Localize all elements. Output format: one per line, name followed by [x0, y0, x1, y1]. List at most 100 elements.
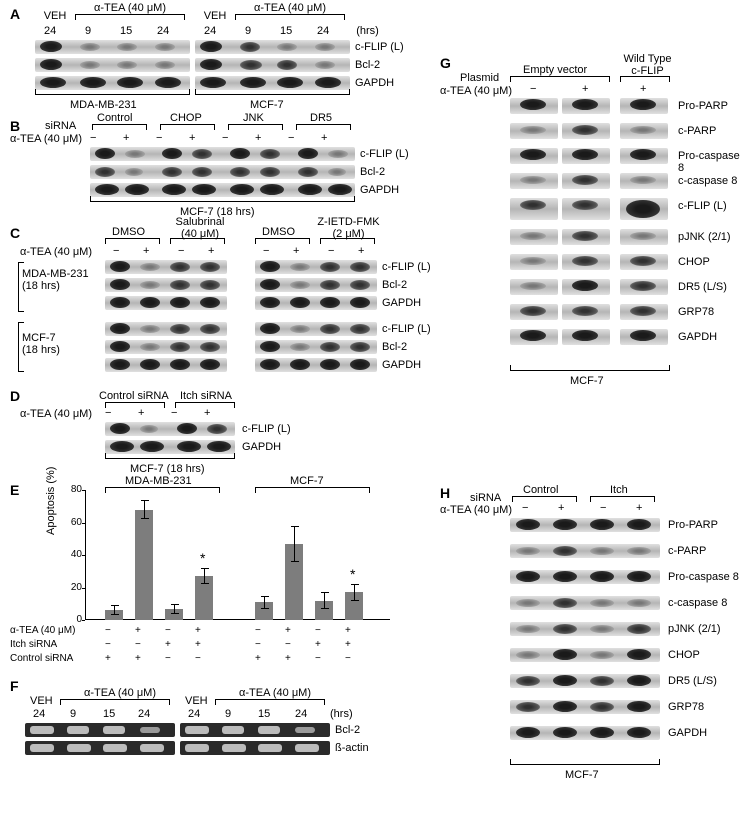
blot-lane: [510, 329, 558, 345]
cell-label: MCF-7 (18 hrs): [22, 332, 60, 356]
error-bar: [114, 605, 115, 615]
blot-lane: [510, 229, 558, 245]
blot-lane: [510, 98, 558, 114]
sign: −: [171, 407, 177, 419]
blot-lane: [195, 76, 350, 90]
blot-lane: [105, 340, 227, 354]
matrix-sign: −: [255, 639, 261, 650]
matrix-sign: +: [345, 639, 351, 650]
blot-lane: [195, 58, 350, 72]
protein-label: GRP78: [668, 701, 704, 713]
y-axis-label: Apoptosis (%): [45, 467, 57, 535]
sign: +: [138, 407, 144, 419]
blot-lane: [510, 674, 660, 688]
sign: +: [255, 132, 261, 144]
panel-label-h: H: [440, 485, 450, 501]
blot-lane: [90, 165, 355, 179]
protein-label: GAPDH: [360, 184, 399, 196]
error-bar: [264, 596, 265, 609]
matrix-row-label: Itch siRNA: [10, 639, 90, 650]
blot-lane: [510, 198, 558, 220]
blot-lane: [255, 358, 377, 372]
blot-lane: [105, 278, 227, 292]
protein-label: Pro-PARP: [678, 100, 728, 112]
blot-lane: [620, 304, 668, 320]
panel-label-b: B: [10, 118, 20, 134]
bracket: [105, 458, 235, 459]
bracket: [90, 201, 355, 202]
blot-lane: [510, 279, 558, 295]
blot-lane: [620, 123, 668, 139]
matrix-sign: +: [255, 653, 261, 664]
label-chop: CHOP: [170, 112, 202, 124]
blot-lane: [105, 358, 227, 372]
blot-lane-dark: [180, 741, 330, 755]
blot-lane: [510, 123, 558, 139]
bracket: [105, 487, 220, 488]
protein-label: c-caspase 8: [668, 597, 727, 609]
label-wt: Wild Type c-FLIP: [620, 53, 675, 77]
bracket: [215, 699, 325, 700]
blot-lane: [105, 422, 235, 436]
label-control: Control: [523, 484, 558, 496]
protein-label: c-PARP: [668, 545, 706, 557]
label-salubrinal: Salubrinal (40 μM): [170, 216, 230, 240]
label-jnk: JNK: [243, 112, 264, 124]
blot-lane: [562, 304, 610, 320]
sign: −: [530, 83, 536, 95]
blot-lane: [620, 173, 668, 189]
cell-label: MCF-7: [570, 375, 604, 387]
error-bar: [144, 500, 145, 520]
sign: −: [328, 245, 334, 257]
bracket: [510, 370, 670, 371]
blot-lane: [255, 296, 377, 310]
time-label: 24: [138, 708, 150, 720]
blot-lane: [255, 278, 377, 292]
sign: −: [105, 407, 111, 419]
label-control: Control: [97, 112, 132, 124]
matrix-sign: −: [195, 653, 201, 664]
protein-label: GAPDH: [382, 359, 421, 371]
protein-label: c-FLIP (L): [382, 261, 431, 273]
bracket: [75, 14, 185, 15]
sign: +: [636, 502, 642, 514]
blot-lane: [562, 279, 610, 295]
blot-lane: [510, 648, 660, 662]
blot-lane: [510, 173, 558, 189]
cell-label: MCF-7: [250, 99, 284, 111]
time-label: 15: [103, 708, 115, 720]
label-atea: α-TEA (40 μM): [440, 85, 512, 97]
blot-lane: [510, 700, 660, 714]
time-label: 9: [245, 25, 251, 37]
sign: −: [113, 245, 119, 257]
protein-label: Bcl-2: [335, 724, 360, 736]
matrix-sign: −: [285, 639, 291, 650]
error-bar: [354, 584, 355, 600]
bracket: [296, 124, 351, 125]
blot-lane: [255, 322, 377, 336]
bracket: [255, 238, 310, 239]
protein-label: CHOP: [678, 256, 710, 268]
blot-lane: [562, 148, 610, 164]
blot-lane: [562, 254, 610, 270]
blot-lane: [620, 148, 668, 164]
blot-lane: [562, 198, 610, 220]
sign: −: [522, 502, 528, 514]
protein-label: c-FLIP (L): [360, 148, 409, 160]
matrix-sign: +: [135, 653, 141, 664]
blot-lane: [105, 260, 227, 274]
label-dmso: DMSO: [112, 226, 145, 238]
label-plasmid: Plasmid: [460, 72, 499, 84]
blot-lane: [510, 518, 660, 532]
matrix-sign: +: [345, 625, 351, 636]
time-label: 24: [44, 25, 56, 37]
blot-lane: [90, 183, 355, 197]
protein-label: GAPDH: [668, 727, 707, 739]
blot-lane: [510, 304, 558, 320]
bracket: [92, 124, 147, 125]
bracket: [510, 76, 610, 77]
blot-lane: [510, 622, 660, 636]
y-tick-label: 20: [60, 582, 82, 593]
blot-lane: [90, 147, 355, 161]
sign: +: [321, 132, 327, 144]
